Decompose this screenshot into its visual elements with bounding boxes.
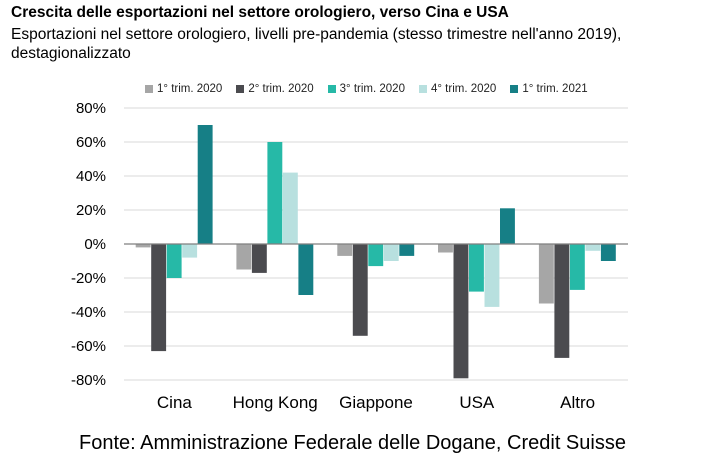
- bar: [182, 244, 198, 258]
- bar: [298, 244, 314, 295]
- y-tick-label: 20%: [76, 202, 106, 219]
- legend-swatch: [327, 85, 336, 93]
- y-tick-label: 40%: [76, 168, 106, 185]
- y-tick-label: 60%: [76, 134, 106, 151]
- bar: [151, 244, 167, 352]
- y-tick-label: -60%: [71, 338, 106, 355]
- bar: [438, 244, 453, 253]
- bar: [135, 244, 151, 248]
- bar: [236, 244, 252, 270]
- y-tick-label: -40%: [71, 304, 106, 321]
- legend-item: 4° trim. 2020: [418, 83, 497, 95]
- bar: [282, 172, 298, 244]
- bar: [399, 244, 415, 256]
- chart-title: Crescita delle esportazioni nel settore …: [11, 4, 509, 21]
- bar: [453, 244, 469, 379]
- legend-swatch: [236, 85, 245, 93]
- bar: [585, 244, 601, 251]
- legend-label: 2° trim. 2020: [248, 83, 314, 95]
- legend-swatch: [145, 85, 153, 93]
- bar: [368, 244, 384, 267]
- legend-label: 1° trim. 2020: [157, 83, 223, 95]
- x-tick-label: Cina: [157, 393, 193, 412]
- bar: [352, 244, 368, 336]
- x-tick-label: USA: [459, 393, 495, 412]
- y-tick-label: -80%: [71, 372, 106, 389]
- bar: [383, 244, 399, 261]
- y-tick-label: 0%: [84, 236, 106, 253]
- x-tick-label: Hong Kong: [233, 393, 318, 412]
- bar: [569, 244, 585, 290]
- bar: [166, 244, 182, 278]
- chart-legend: 1° trim. 2020 2° trim. 2020 3° trim. 2020 4…: [145, 80, 602, 98]
- bar: [337, 244, 353, 256]
- legend-label: 3° trim. 2020: [339, 83, 405, 95]
- bar: [267, 142, 283, 244]
- bar: [500, 208, 515, 244]
- legend-item: 1° trim. 2021: [510, 83, 588, 95]
- bar: [469, 244, 484, 292]
- bar: [251, 244, 267, 273]
- bar: [484, 244, 500, 307]
- legend-item: 1° trim. 2020: [145, 83, 222, 95]
- legend-swatch: [510, 85, 519, 93]
- bar: [600, 244, 616, 261]
- chart-subtitle: Esportazioni nel settore orologiero, liv…: [11, 26, 622, 62]
- x-tick-label: Giappone: [339, 393, 413, 412]
- legend-label: 1° trim. 2021: [522, 83, 588, 95]
- legend-label: 4° trim. 2020: [430, 83, 497, 95]
- legend-item: 2° trim. 2020: [236, 83, 314, 95]
- y-tick-label: 80%: [76, 100, 106, 117]
- legend-item: 3° trim. 2020: [327, 83, 405, 95]
- bar: [197, 125, 213, 244]
- legend-swatch: [418, 85, 427, 93]
- bar: [554, 244, 570, 358]
- x-tick-label: Altro: [560, 393, 595, 412]
- y-tick-label: -20%: [71, 270, 106, 287]
- bar: [538, 244, 554, 304]
- chart-source: Fonte: Amministrazione Federale delle Do…: [79, 432, 626, 454]
